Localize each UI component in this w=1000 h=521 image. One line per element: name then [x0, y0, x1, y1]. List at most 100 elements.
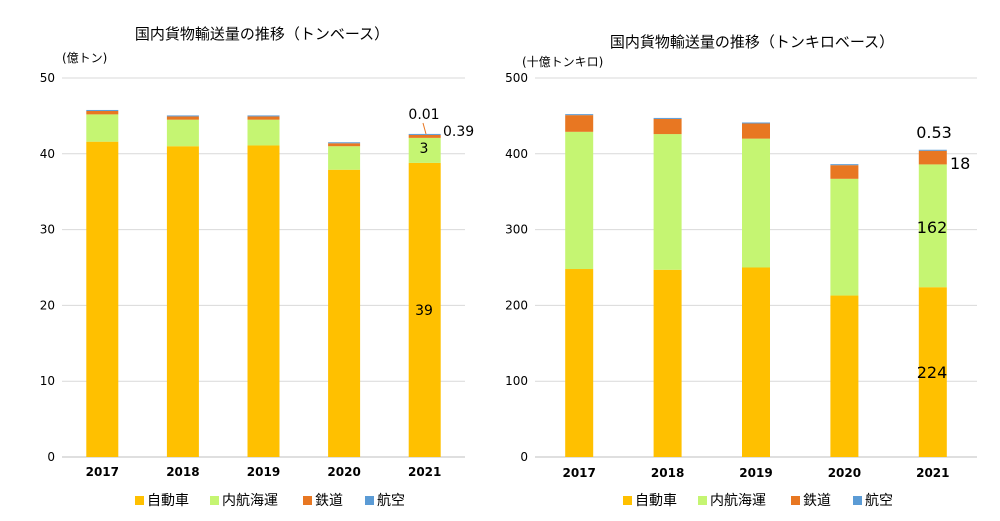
- bar-rail-2021: [408, 134, 441, 138]
- bar-coastal-2021: [408, 137, 441, 163]
- bar-coastal-2018: [166, 119, 199, 147]
- y-tick-label: 50: [40, 71, 55, 85]
- bar-road-2018: [166, 146, 199, 457]
- legend-swatch-air: [365, 496, 374, 505]
- bars: [565, 114, 947, 457]
- x-tick-label: 2017: [86, 465, 119, 479]
- bar-air-2021: [408, 133, 441, 135]
- bar-road-2019: [742, 267, 770, 457]
- x-axis-ticks: 2017 2018 2019 2020 2021: [86, 465, 442, 479]
- unit-label: (十億トンキロ): [522, 55, 603, 69]
- y-axis-ticks: 0 10 20 30 40 50: [40, 71, 55, 464]
- bar-road-2021: [408, 162, 441, 457]
- legend-label-road: 自動車: [635, 492, 677, 509]
- bar-rail-2018: [653, 118, 682, 135]
- x-tick-label: 2017: [562, 466, 595, 480]
- bars: [86, 109, 441, 457]
- chart-tonnage: 国内貨物輸送量の推移（トンベース） (億トン) 0 10 20 30 40 50 2017…: [40, 25, 474, 509]
- y-tick-label: 10: [40, 374, 55, 388]
- bar-road-2017: [86, 141, 119, 457]
- x-tick-label: 2021: [916, 466, 949, 480]
- bar-coastal-2020: [328, 146, 361, 170]
- legend-swatch-coastal: [698, 496, 707, 505]
- bar-air-2017: [86, 109, 119, 111]
- y-axis-ticks: 0 100 200 300 400 500: [505, 71, 528, 464]
- legend-label-air: 航空: [865, 493, 893, 509]
- bar-coastal-2020: [830, 178, 859, 296]
- legend-swatch-rail: [791, 496, 800, 505]
- bar-rail-2017: [86, 110, 119, 115]
- legend-label-coastal: 内航海運: [710, 493, 766, 509]
- y-tick-label: 0: [47, 450, 55, 464]
- y-tick-label: 500: [505, 71, 528, 85]
- bar-coastal-2019: [247, 119, 280, 146]
- y-tick-label: 100: [505, 374, 528, 388]
- bar-coastal-2017: [565, 131, 594, 270]
- data-label-rail-2021: 18: [950, 154, 970, 173]
- x-tick-label: 2019: [739, 466, 772, 480]
- y-tick-label: 20: [40, 298, 55, 312]
- bar-road-2020: [830, 295, 859, 457]
- x-tick-label: 2021: [408, 465, 441, 479]
- bar-air-2017: [565, 114, 594, 116]
- data-label-road-2021: 224: [917, 363, 948, 382]
- y-tick-label: 300: [505, 223, 528, 237]
- bar-coastal-2017: [86, 114, 119, 142]
- legend-label-coastal: 内航海運: [222, 493, 278, 509]
- legend-label-road: 自動車: [147, 492, 189, 509]
- legend-swatch-coastal: [210, 496, 219, 505]
- bar-rail-2020: [328, 143, 361, 147]
- bar-road-2019: [247, 145, 280, 457]
- data-label-air-2021: 0.01: [408, 107, 439, 123]
- bar-air-2019: [247, 115, 280, 117]
- bar-coastal-2019: [742, 138, 770, 268]
- legend: 自動車 内航海運 鉄道 航空: [623, 492, 893, 509]
- x-axis-ticks: 2017 2018 2019 2020 2021: [562, 466, 949, 480]
- bar-rail-2019: [742, 123, 770, 139]
- bar-air-2020: [830, 164, 859, 166]
- bar-coastal-2018: [653, 134, 682, 270]
- bar-rail-2021: [918, 150, 947, 165]
- bar-road-2020: [328, 169, 361, 457]
- chart-tonkm: 国内貨物輸送量の推移（トンキロベース） (十億トンキロ) 0 100 200 300 4…: [505, 33, 977, 509]
- leader-line: [422, 122, 427, 135]
- legend-swatch-rail: [303, 496, 312, 505]
- data-label-road-2021: 39: [415, 303, 433, 319]
- chart-title: 国内貨物輸送量の推移（トンキロベース）: [610, 33, 894, 51]
- y-tick-label: 0: [520, 450, 528, 464]
- data-label-rail-2021: 0.39: [443, 124, 474, 140]
- bar-road-2017: [565, 269, 594, 457]
- legend-label-air: 航空: [377, 493, 405, 509]
- data-label-coastal-2021: 162: [917, 218, 948, 237]
- bar-rail-2019: [247, 116, 280, 120]
- y-tick-label: 30: [40, 223, 55, 237]
- x-tick-label: 2020: [327, 465, 360, 479]
- legend-label-rail: 鉄道: [803, 493, 831, 509]
- legend-swatch-air: [853, 496, 862, 505]
- legend: 自動車 内航海運 鉄道 航空: [135, 492, 405, 509]
- bar-air-2018: [653, 117, 682, 119]
- bar-rail-2018: [166, 116, 199, 120]
- data-labels: 0.53 18 162 224: [916, 123, 970, 382]
- legend-swatch-road: [623, 496, 632, 505]
- legend-swatch-road: [135, 496, 144, 505]
- bar-rail-2020: [830, 165, 859, 179]
- bar-coastal-2021: [918, 164, 947, 288]
- data-labels: 0.01 0.39 3 39: [408, 107, 474, 319]
- unit-label: (億トン): [62, 51, 107, 65]
- y-tick-label: 40: [40, 147, 55, 161]
- x-tick-label: 2018: [651, 466, 684, 480]
- bar-air-2021: [918, 149, 947, 151]
- chart-title: 国内貨物輸送量の推移（トンベース）: [135, 25, 389, 43]
- bar-rail-2017: [565, 115, 594, 132]
- x-tick-label: 2019: [247, 465, 280, 479]
- y-tick-label: 400: [505, 147, 528, 161]
- data-label-coastal-2021: 3: [420, 141, 429, 157]
- bar-air-2018: [166, 115, 199, 117]
- x-tick-label: 2018: [166, 465, 199, 479]
- y-tick-label: 200: [505, 298, 528, 312]
- data-label-air-2021: 0.53: [916, 123, 952, 142]
- bar-air-2020: [328, 142, 361, 144]
- bar-road-2018: [653, 269, 682, 457]
